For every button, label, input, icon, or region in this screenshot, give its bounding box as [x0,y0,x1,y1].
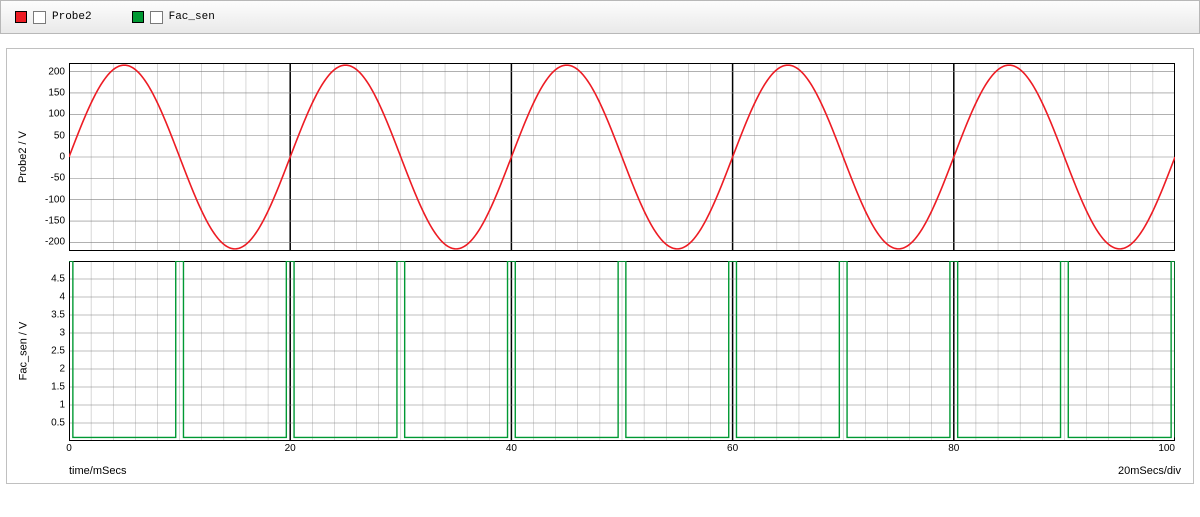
ytick-label: -150 [45,216,65,227]
xaxis: 0 20 40 60 80 100 [13,441,1187,459]
yticks-facsen: 0.5 1 1.5 2 2.5 3 3.5 4 4.5 [33,261,69,441]
xtick-label: 80 [948,443,959,454]
legend-checkbox-facsen[interactable] [150,11,163,24]
xaxis-ticks: 0 20 40 60 80 100 [69,441,1187,459]
ytick-label: 2.5 [51,346,65,357]
plot-area: Probe2 / V -200-150-100-50050100150200 F… [6,48,1194,484]
xtick-label: 20 [285,443,296,454]
ytick-label: -50 [51,173,65,184]
ytick-label: 4 [59,292,65,303]
ytick-label: 200 [48,66,65,77]
plot-probe2[interactable] [69,63,1187,251]
ylabel-facsen: Fac_sen / V [17,322,29,381]
ytick-label: 100 [48,109,65,120]
ytick-label: 4.5 [51,274,65,285]
panel-facsen: Fac_sen / V 0.5 1 1.5 2 2.5 3 3.5 4 4.5 [13,261,1187,441]
ytick-label: 0 [59,152,65,163]
ytick-label: 3 [59,328,65,339]
ytick-label: 2 [59,364,65,375]
ytick-label: 3.5 [51,310,65,321]
xtick-label: 60 [727,443,738,454]
ytick-label: 0.5 [51,418,65,429]
xaxis-label: time/mSecs [69,465,126,477]
xaxis-scale-note: 20mSecs/div [1118,465,1181,477]
legend-item-probe2[interactable]: Probe2 [15,11,92,24]
xtick-label: 40 [506,443,517,454]
legend-label-facsen: Fac_sen [169,11,215,23]
legend-label-probe2: Probe2 [52,11,92,23]
ytick-label: 50 [54,130,65,141]
legend-item-facsen[interactable]: Fac_sen [132,11,215,24]
ytick-label: 1 [59,400,65,411]
axis-footer: time/mSecs 20mSecs/div [13,465,1187,477]
yticks-probe2: -200 -150 -100 -50 0 50 100 150 200 [33,63,69,251]
legend-swatch-facsen [132,11,144,23]
legend-bar: Probe2 Fac_sen [0,0,1200,34]
legend-swatch-probe2 [15,11,27,23]
ytick-label: -200 [45,237,65,248]
legend-checkbox-probe2[interactable] [33,11,46,24]
ylabel-probe2: Probe2 / V [17,131,29,183]
plot-facsen[interactable] [69,261,1187,441]
xtick-label: 100 [1158,443,1175,454]
xtick-label: 0 [66,443,72,454]
ytick-label: 150 [48,87,65,98]
ytick-label: -100 [45,194,65,205]
ytick-label: 1.5 [51,382,65,393]
panel-probe2: Probe2 / V -200 -150 -100 -50 0 50 100 150 200 [13,63,1187,251]
